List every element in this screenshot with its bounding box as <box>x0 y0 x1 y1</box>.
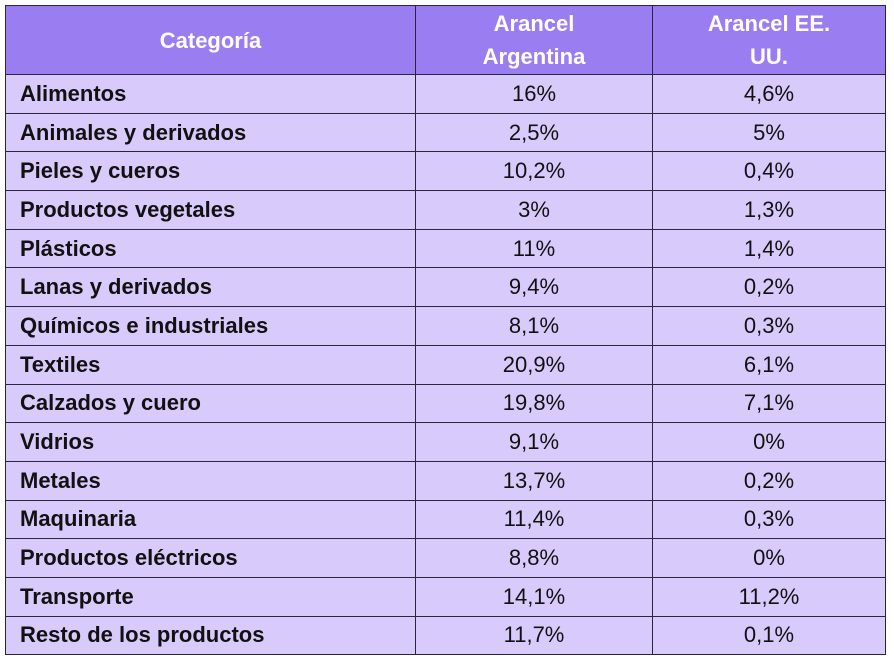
table-row: Productos vegetales 3% 1,3% <box>5 190 886 230</box>
category-cell: Transporte <box>5 576 416 617</box>
tariff-cell: 11,7% <box>415 615 653 656</box>
table-header: Categoría Arancel Argentina Arancel EE. UU… <box>5 5 886 75</box>
tariff-table: Categoría Arancel Argentina Arancel EE. UU… <box>5 5 886 656</box>
table-row: Plásticos 11% 1,4% <box>5 228 886 269</box>
table-body: Alimentos 16% 4,6% Animales y derivados 2,5%… <box>5 74 886 656</box>
header-cell: Arancel Argentina <box>415 5 653 75</box>
tariff-cell: 0,3% <box>652 499 886 540</box>
tariff-cell: 0% <box>652 538 886 578</box>
table-row: Maquinaria 11,4% 0,3% <box>5 499 886 540</box>
header-text: Categoría <box>159 27 262 53</box>
tariff-cell: 20,9% <box>415 344 653 385</box>
table-row: Resto de los productos 11,7% 0,1% <box>5 615 886 656</box>
category-cell: Pieles y cueros <box>5 151 416 192</box>
table-row: Metales 13,7% 0,2% <box>5 460 886 501</box>
category-cell: Calzados y cuero <box>5 383 416 424</box>
header-cell: Categoría <box>5 5 416 75</box>
category-cell: Lanas y derivados <box>5 267 416 308</box>
tariff-cell: 3% <box>415 190 653 230</box>
category-cell: Metales <box>5 460 416 501</box>
tariff-cell: 11,4% <box>415 499 653 540</box>
category-cell: Productos vegetales <box>5 190 416 230</box>
tariff-cell: 2,5% <box>415 112 653 153</box>
table-row: Pieles y cueros 10,2% 0,4% <box>5 151 886 192</box>
category-cell: Alimentos <box>5 74 416 114</box>
tariff-cell: 9,1% <box>415 422 653 462</box>
tariff-cell: 8,8% <box>415 538 653 578</box>
tariff-cell: 11% <box>415 228 653 269</box>
tariff-cell: 0,1% <box>652 615 886 656</box>
category-cell: Productos eléctricos <box>5 538 416 578</box>
tariff-cell: 9,4% <box>415 267 653 308</box>
tariff-cell: 5% <box>652 112 886 153</box>
table-row: Animales y derivados 2,5% 5% <box>5 112 886 153</box>
category-cell: Plásticos <box>5 228 416 269</box>
category-cell: Resto de los productos <box>5 615 416 656</box>
tariff-cell: 14,1% <box>415 576 653 617</box>
category-cell: Vidrios <box>5 422 416 462</box>
table-row: Alimentos 16% 4,6% <box>5 74 886 114</box>
category-cell: Químicos e industriales <box>5 306 416 346</box>
header-cell: Arancel EE. UU. <box>652 5 886 75</box>
tariff-cell: 19,8% <box>415 383 653 424</box>
header-text: Arancel EE. UU. <box>707 11 831 69</box>
tariff-cell: 13,7% <box>415 460 653 501</box>
table-row: Productos eléctricos 8,8% 0% <box>5 538 886 578</box>
tariff-cell: 10,2% <box>415 151 653 192</box>
category-cell: Textiles <box>5 344 416 385</box>
tariff-cell: 11,2% <box>652 576 886 617</box>
tariff-cell: 0,2% <box>652 267 886 308</box>
table-row: Textiles 20,9% 6,1% <box>5 344 886 385</box>
category-cell: Animales y derivados <box>5 112 416 153</box>
tariff-cell: 6,1% <box>652 344 886 385</box>
tariff-cell: 0% <box>652 422 886 462</box>
table-row: Calzados y cuero 19,8% 7,1% <box>5 383 886 424</box>
tariff-cell: 4,6% <box>652 74 886 114</box>
tariff-cell: 8,1% <box>415 306 653 346</box>
header-row: Categoría Arancel Argentina Arancel EE. UU… <box>5 5 886 75</box>
tariff-cell: 0,2% <box>652 460 886 501</box>
table-row: Transporte 14,1% 11,2% <box>5 576 886 617</box>
table-row: Vidrios 9,1% 0% <box>5 422 886 462</box>
tariff-cell: 0,4% <box>652 151 886 192</box>
category-cell: Maquinaria <box>5 499 416 540</box>
tariff-cell: 1,3% <box>652 190 886 230</box>
table-row: Químicos e industriales 8,1% 0,3% <box>5 306 886 346</box>
table-row: Lanas y derivados 9,4% 0,2% <box>5 267 886 308</box>
tariff-cell: 7,1% <box>652 383 886 424</box>
tariff-cell: 0,3% <box>652 306 886 346</box>
tariff-cell: 16% <box>415 74 653 114</box>
header-text: Arancel Argentina <box>482 11 586 69</box>
tariff-cell: 1,4% <box>652 228 886 269</box>
